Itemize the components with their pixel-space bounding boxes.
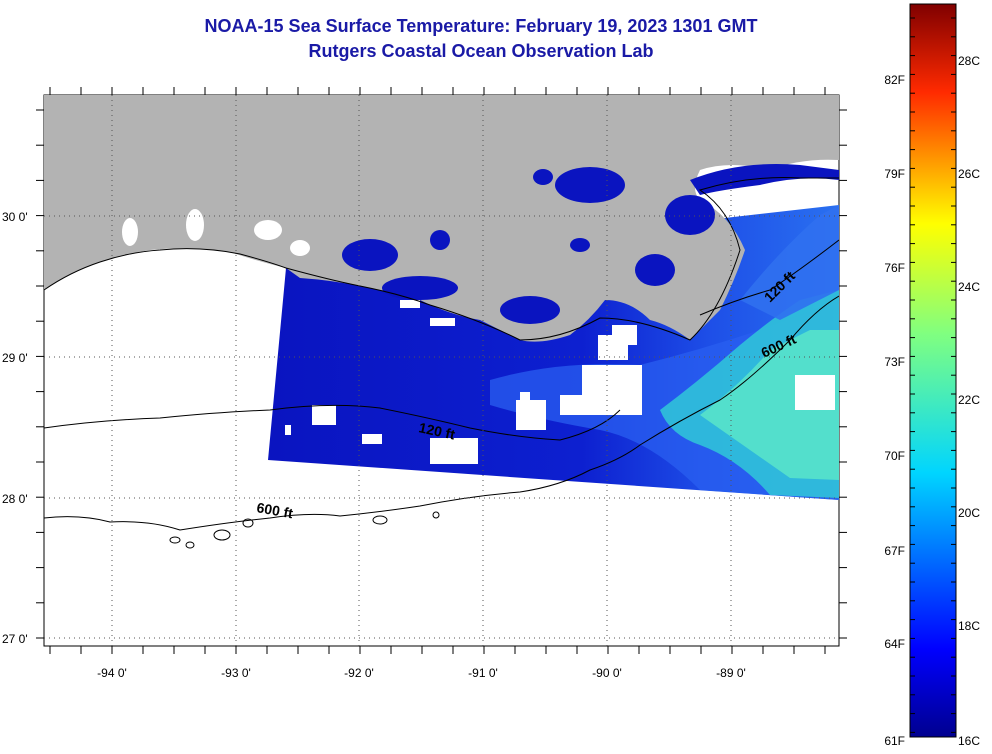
lat-label-30: 30 0' xyxy=(2,210,28,224)
lake-2 xyxy=(430,230,450,250)
contour-label-120-west: 120 ft xyxy=(417,419,456,442)
cbar-f-61: 61F xyxy=(884,734,905,748)
map-subtitle: Rutgers Coastal Ocean Observation Lab xyxy=(308,41,654,61)
warmest-water xyxy=(700,330,839,480)
cbar-f-73: 73F xyxy=(884,355,905,369)
breton-sound xyxy=(665,195,715,235)
cloud-patches xyxy=(285,300,835,464)
cbar-f-82: 82F xyxy=(884,73,905,87)
cbar-f-67: 67F xyxy=(884,544,905,558)
cbar-c-16: 16C xyxy=(958,734,980,748)
coastline xyxy=(44,177,839,341)
lon-label-93: -93 0' xyxy=(221,666,251,680)
lon-label-90: -90 0' xyxy=(592,666,622,680)
lake-maurepas xyxy=(533,169,553,185)
cbar-f-76: 76F xyxy=(884,261,905,275)
lon-label-94: -94 0' xyxy=(97,666,127,680)
cbar-f-79: 79F xyxy=(884,167,905,181)
cbar-c-24: 24C xyxy=(958,280,980,294)
lon-label-91: -91 0' xyxy=(468,666,498,680)
mississippi-sound xyxy=(690,164,839,195)
cbar-c-26: 26C xyxy=(958,167,980,181)
shelf-banks xyxy=(169,511,440,549)
cbar-f-64: 64F xyxy=(884,637,905,651)
cbar-c-22: 22C xyxy=(958,393,980,407)
contour-label-600-west: 600 ft xyxy=(255,499,294,521)
lake-pontchartrain xyxy=(555,167,625,203)
grand-lake xyxy=(290,240,310,256)
lon-label-89: -89 0' xyxy=(716,666,746,680)
lat-label-28: 28 0' xyxy=(2,492,28,506)
white-lake xyxy=(254,220,282,240)
cbar-c-18: 18C xyxy=(958,619,980,633)
contour-120ft-east xyxy=(699,239,839,316)
lon-label-92: -92 0' xyxy=(344,666,374,680)
colorbar xyxy=(909,3,957,738)
vermilion-bay xyxy=(382,276,458,300)
contour-120ft-west xyxy=(44,404,621,441)
delta-water xyxy=(635,254,675,286)
calcasieu-lake xyxy=(186,209,204,241)
map-title: NOAA-15 Sea Surface Temperature: Februar… xyxy=(204,16,758,36)
graticule xyxy=(44,95,839,646)
lat-label-27: 27 0' xyxy=(2,632,28,646)
lake-1 xyxy=(342,239,398,271)
bay-1 xyxy=(570,238,590,252)
cbar-c-20: 20C xyxy=(958,506,980,520)
terrebonne-bay xyxy=(500,296,560,324)
cbar-f-70: 70F xyxy=(884,449,905,463)
colorbar-ticks xyxy=(910,17,956,733)
lat-label-29: 29 0' xyxy=(2,351,28,365)
axis-ticks xyxy=(36,87,847,654)
cbar-c-28: 28C xyxy=(958,54,980,68)
sabine-lake xyxy=(122,218,138,246)
